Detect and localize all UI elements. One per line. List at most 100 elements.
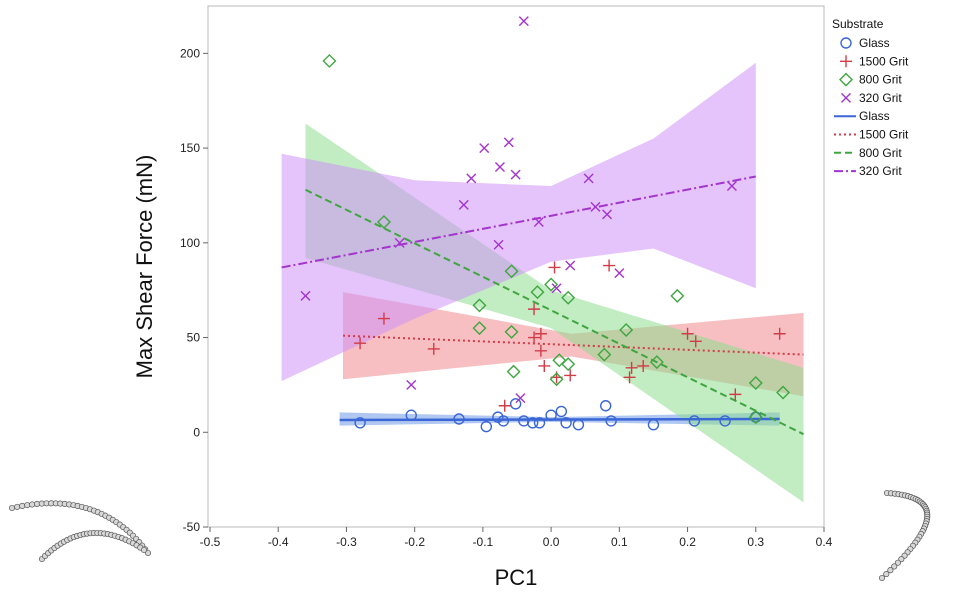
data-point xyxy=(605,415,617,427)
data-point xyxy=(510,169,521,180)
data-point xyxy=(670,288,685,303)
data-point xyxy=(354,337,367,350)
x-tick-label: 0.1 xyxy=(611,535,628,549)
data-point xyxy=(750,411,762,423)
data-point xyxy=(545,409,557,421)
data-point xyxy=(561,290,576,305)
data-point xyxy=(479,143,490,154)
data-point xyxy=(555,405,568,418)
data-point xyxy=(748,410,763,425)
fit-line xyxy=(342,334,804,356)
data-point xyxy=(565,260,576,271)
data-point xyxy=(564,369,577,382)
y-tick-label: 100 xyxy=(180,236,200,250)
data-point xyxy=(528,331,541,344)
data-point xyxy=(494,162,505,173)
curve-outline-right-icon xyxy=(878,489,931,582)
y-tick-label: -50 xyxy=(183,520,201,534)
data-point xyxy=(572,418,585,431)
data-point xyxy=(623,371,636,384)
data-point xyxy=(773,327,786,340)
x-tick-label: -0.3 xyxy=(336,535,357,549)
data-point xyxy=(602,209,613,220)
data-point xyxy=(729,388,742,401)
data-point xyxy=(552,353,567,368)
legend-label: 1500 Grit xyxy=(859,54,909,68)
legend-label: 800 Grit xyxy=(859,73,902,87)
data-point xyxy=(619,322,634,337)
data-point xyxy=(376,214,391,229)
legend-marker-swatch xyxy=(841,92,851,103)
y-tick-label: 200 xyxy=(180,46,200,60)
x-tick-label: -0.5 xyxy=(200,535,221,549)
data-points xyxy=(300,16,791,433)
data-point xyxy=(599,400,612,412)
data-point xyxy=(689,335,702,348)
x-axis-title: PC1 xyxy=(495,565,538,590)
data-point xyxy=(300,290,311,301)
data-point xyxy=(590,201,601,212)
data-point xyxy=(504,264,519,279)
data-point xyxy=(480,420,492,433)
x-tick-label: 0.4 xyxy=(816,535,833,549)
data-point xyxy=(503,137,514,148)
data-point xyxy=(561,357,576,372)
legend: Substrate Glass 1500 Grit 800 Grit 320 Grit… xyxy=(832,17,909,178)
data-point xyxy=(549,372,564,387)
data-point xyxy=(647,418,660,431)
data-point xyxy=(597,347,612,362)
data-point xyxy=(719,415,731,427)
data-point xyxy=(548,261,561,274)
data-point xyxy=(453,413,465,425)
y-tick-label: 150 xyxy=(180,141,200,155)
legend-marker-swatch xyxy=(839,72,853,87)
y-axis: -50 0 50 100 150 200 xyxy=(180,46,208,534)
x-tick-label: 0.0 xyxy=(543,535,560,549)
data-point xyxy=(544,277,559,292)
data-point xyxy=(354,417,366,429)
data-point xyxy=(533,417,546,429)
data-point xyxy=(466,173,477,184)
data-point xyxy=(603,259,616,272)
data-point xyxy=(458,199,469,210)
data-point xyxy=(726,180,737,191)
x-tick-label: 0.3 xyxy=(747,535,764,549)
data-point xyxy=(688,415,701,427)
data-point xyxy=(406,379,417,390)
fit-line xyxy=(339,417,780,422)
data-point xyxy=(560,417,572,429)
legend-label: 800 Grit xyxy=(859,146,902,160)
x-tick-label: -0.2 xyxy=(404,535,425,549)
x-tick-label: -0.4 xyxy=(268,535,289,549)
data-point xyxy=(504,324,519,339)
data-point xyxy=(394,237,405,248)
legend-title: Substrate xyxy=(832,17,884,31)
data-point xyxy=(518,16,529,27)
data-point xyxy=(614,268,625,279)
y-axis-title: Max Shear Force (mN) xyxy=(132,155,157,379)
data-point xyxy=(493,239,504,250)
legend-marker-swatch xyxy=(840,55,852,68)
fit-line xyxy=(305,188,804,436)
data-point xyxy=(506,364,521,379)
data-point xyxy=(625,361,638,374)
data-point xyxy=(515,393,526,404)
data-point xyxy=(681,327,694,340)
data-point xyxy=(528,303,541,316)
data-point xyxy=(748,376,763,391)
legend-label: 320 Grit xyxy=(859,91,902,105)
y-tick-label: 0 xyxy=(193,425,200,439)
data-point xyxy=(534,344,547,357)
x-tick-label: -0.1 xyxy=(473,535,494,549)
data-point xyxy=(472,298,487,313)
y-tick-label: 50 xyxy=(187,331,201,345)
legend-marker-swatch xyxy=(840,37,852,49)
data-point xyxy=(530,285,545,300)
legend-label: Glass xyxy=(859,36,890,50)
data-point xyxy=(498,399,511,412)
data-point xyxy=(551,283,562,294)
data-point xyxy=(637,359,650,372)
legend-label: 1500 Grit xyxy=(859,128,909,142)
data-point xyxy=(472,321,487,336)
data-point xyxy=(526,417,539,429)
